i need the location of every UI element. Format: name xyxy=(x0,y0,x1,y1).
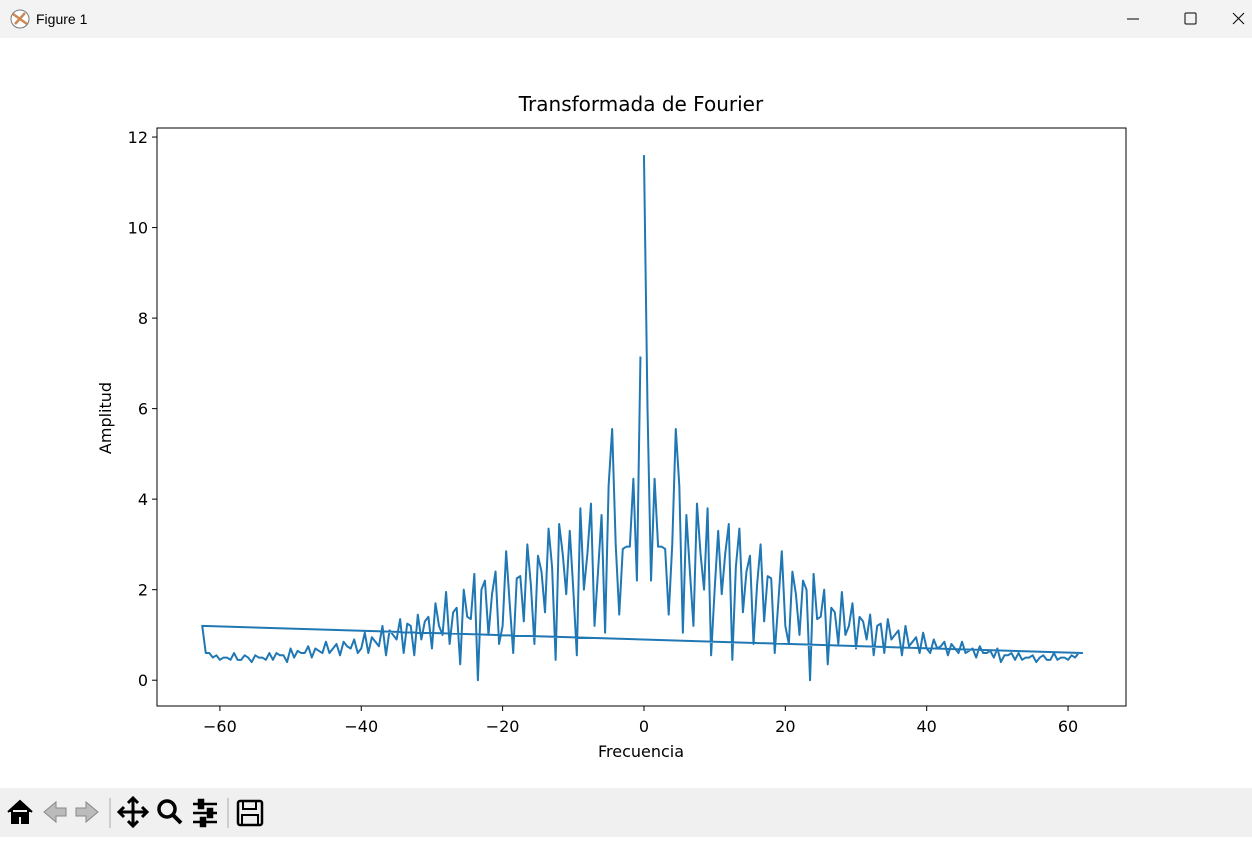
x-tick-label: −20 xyxy=(486,717,520,736)
x-tick-label: 0 xyxy=(639,717,649,736)
y-tick-label: 6 xyxy=(138,400,148,419)
x-tick-label: −40 xyxy=(344,717,378,736)
window-controls[interactable] xyxy=(1102,0,1252,38)
data-line xyxy=(201,155,1084,682)
y-tick-label: 8 xyxy=(138,309,148,328)
chart-title: Transformada de Fourier xyxy=(518,92,764,116)
x-tick-label: 60 xyxy=(1058,717,1078,736)
configure-button[interactable] xyxy=(193,798,217,828)
app-icon xyxy=(10,9,30,29)
toolbar xyxy=(0,788,1252,837)
y-tick-label: 0 xyxy=(138,671,148,690)
save-button[interactable] xyxy=(236,799,264,827)
title-bar: Figure 1 xyxy=(0,0,1252,38)
back-button[interactable] xyxy=(43,800,67,824)
y-axis-label: Amplitud xyxy=(96,382,115,454)
toolbar-icons xyxy=(7,795,264,829)
pan-button[interactable] xyxy=(116,795,150,829)
close[interactable] xyxy=(1232,12,1245,25)
window-title: Figure 1 xyxy=(36,11,88,27)
x-tick-label: 40 xyxy=(917,717,937,736)
y-tick-label: 2 xyxy=(138,581,148,600)
maximize[interactable] xyxy=(1184,12,1197,25)
y-tick-label: 4 xyxy=(138,490,148,509)
x-axis-label: Frecuencia xyxy=(598,742,684,761)
y-tick-label: 12 xyxy=(128,128,148,147)
y-tick-label: 10 xyxy=(128,219,148,238)
chart: Transformada de Fourier Frecuencia Ampli… xyxy=(96,92,1127,761)
x-tick-label: 20 xyxy=(775,717,795,736)
plot-frame xyxy=(156,127,1127,707)
zoom-button[interactable] xyxy=(157,799,183,825)
x-tick-label: −60 xyxy=(203,717,237,736)
forward-button[interactable] xyxy=(75,800,99,824)
home-button[interactable] xyxy=(7,799,33,824)
